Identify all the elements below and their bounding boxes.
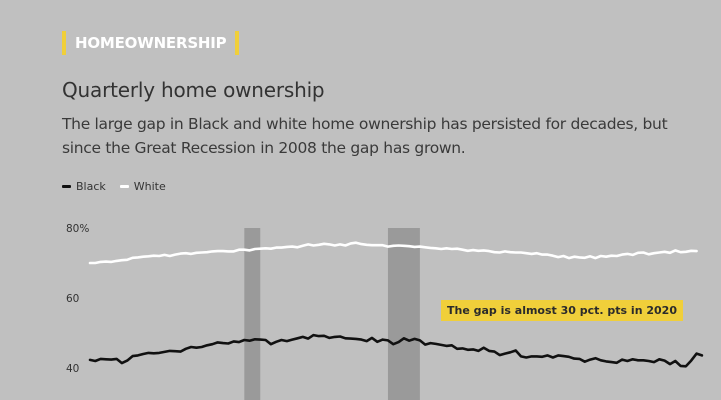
y-tick-label-40: 40: [66, 363, 79, 375]
legend-label-black: Black: [76, 180, 106, 193]
chart-legend: Black White: [62, 180, 180, 193]
chart-title: Quarterly home ownership: [62, 78, 325, 102]
chart-subtitle: The large gap in Black and white home ow…: [62, 115, 668, 157]
series-line-black: [88, 333, 704, 368]
gap-annotation: The gap is almost 30 pct. pts in 2020: [441, 300, 683, 321]
legend-item-black: Black: [62, 180, 106, 193]
recession-band-1: [244, 228, 261, 400]
section-tag: HOMEOWNERSHIP: [62, 31, 240, 55]
legend-label-white: White: [133, 180, 166, 193]
legend-swatch-white: [119, 185, 129, 188]
legend-item-white: White: [119, 180, 166, 193]
y-tick-label-60: 60: [66, 293, 79, 305]
legend-swatch-black: [62, 185, 71, 188]
recession-band-2: [387, 228, 420, 400]
y-tick-label-80: 80%: [66, 223, 89, 235]
series-line-white: [88, 241, 698, 265]
